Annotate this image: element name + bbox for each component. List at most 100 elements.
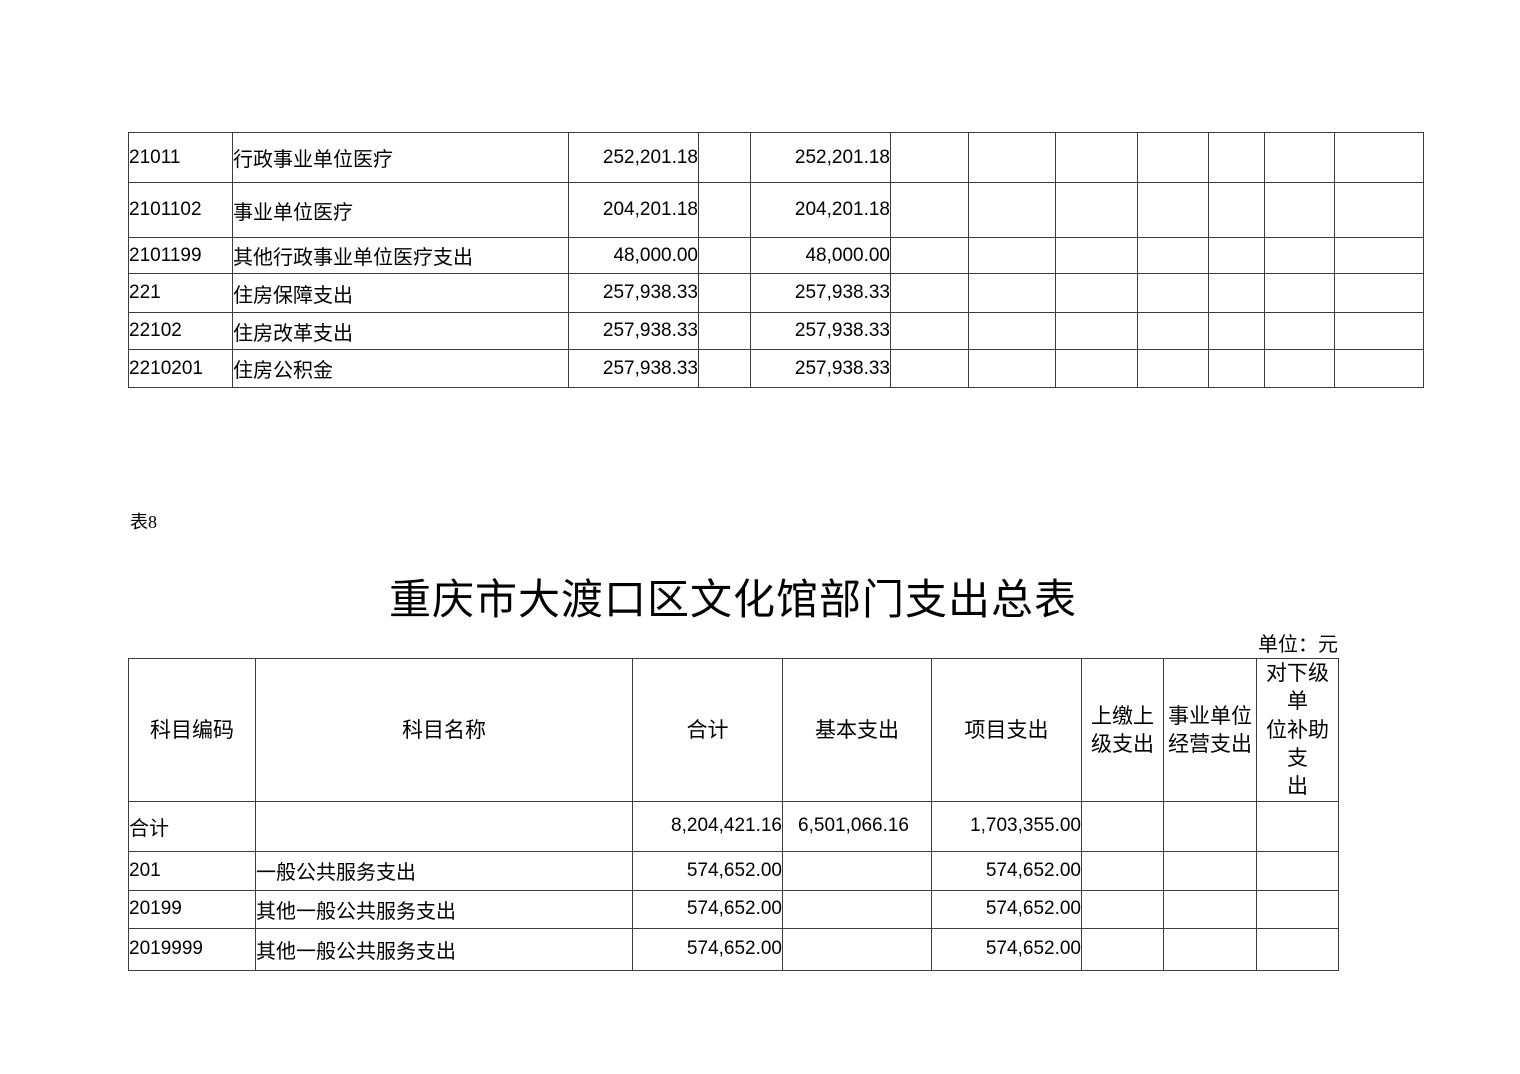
name-cell: 一般公共服务支出 (255, 850, 633, 891)
expenditure-continuation-table: 21011 行政事业单位医疗 252,201.18 252,201.18 210… (128, 132, 1424, 388)
empty-cell (1264, 349, 1335, 388)
empty-cell (1256, 850, 1339, 891)
header-basic: 基本支出 (782, 658, 932, 802)
empty-cell (1264, 273, 1335, 313)
empty-cell (968, 182, 1056, 238)
project-cell: 1,703,355.00 (931, 800, 1082, 852)
amount-cell: 252,201.18 (568, 132, 699, 183)
total-cell: 574,652.00 (632, 927, 783, 971)
code-cell: 201 (128, 850, 256, 891)
empty-cell (1163, 889, 1257, 929)
page-title: 重庆市大渡口区文化馆部门支出总表 (388, 578, 1077, 624)
empty-cell (890, 349, 969, 388)
empty-cell (1055, 182, 1138, 238)
empty-cell (1334, 349, 1424, 388)
empty-cell (1264, 132, 1335, 183)
amount-cell: 257,938.33 (568, 349, 699, 388)
empty-cell (890, 312, 969, 350)
total-cell: 574,652.00 (632, 889, 783, 929)
name-cell: 其他行政事业单位医疗支出 (232, 237, 569, 274)
code-cell: 2101199 (128, 237, 233, 274)
empty-cell (1137, 273, 1209, 313)
code-cell: 2019999 (128, 927, 256, 971)
empty-cell (890, 132, 969, 183)
empty-cell (1163, 850, 1257, 891)
project-cell: 574,652.00 (931, 889, 1082, 929)
empty-cell (890, 182, 969, 238)
header-total: 合计 (632, 658, 783, 802)
table-row: 221 住房保障支出 257,938.33 257,938.33 (128, 273, 1424, 313)
table-row: 2101102 事业单位医疗 204,201.18 204,201.18 (128, 182, 1424, 238)
code-cell: 20199 (128, 889, 256, 929)
amount-cell: 204,201.18 (750, 182, 891, 238)
basic-cell (782, 889, 932, 929)
empty-cell (890, 273, 969, 313)
table-row: 21011 行政事业单位医疗 252,201.18 252,201.18 (128, 132, 1424, 183)
empty-cell (1256, 889, 1339, 929)
table-number-label: 表8 (130, 512, 157, 532)
empty-cell (1208, 312, 1265, 350)
amount-cell: 257,938.33 (568, 312, 699, 350)
unit-label: 单位：元 (1258, 634, 1338, 656)
header-name: 科目名称 (255, 658, 633, 802)
empty-cell (1208, 132, 1265, 183)
empty-cell (1264, 237, 1335, 274)
basic-cell (782, 850, 932, 891)
empty-cell (698, 273, 751, 313)
name-cell: 住房保障支出 (232, 273, 569, 313)
amount-cell: 257,938.33 (750, 312, 891, 350)
name-cell: 住房公积金 (232, 349, 569, 388)
name-cell: 其他一般公共服务支出 (255, 927, 633, 971)
code-cell: 合计 (128, 800, 256, 852)
name-cell: 其他一般公共服务支出 (255, 889, 633, 929)
code-cell: 21011 (128, 132, 233, 183)
empty-cell (1137, 237, 1209, 274)
basic-cell (782, 927, 932, 971)
empty-cell (1208, 349, 1265, 388)
empty-cell (968, 312, 1056, 350)
amount-cell: 48,000.00 (750, 237, 891, 274)
empty-cell (1055, 349, 1138, 388)
empty-cell (1334, 132, 1424, 183)
expenditure-summary-table: 科目编码 科目名称 合计 基本支出 项目支出 上缴上 级支出 事业单位 经营支出… (128, 658, 1339, 971)
empty-cell (1081, 800, 1164, 852)
empty-cell (1264, 182, 1335, 238)
table-row: 2210201 住房公积金 257,938.33 257,938.33 (128, 349, 1424, 388)
table-row: 合计 8,204,421.16 6,501,066.16 1,703,355.0… (128, 800, 1339, 852)
empty-cell (1081, 850, 1164, 891)
empty-cell (1208, 182, 1265, 238)
table-row: 20199 其他一般公共服务支出 574,652.00 574,652.00 (128, 889, 1339, 929)
header-to-higher: 上缴上 级支出 (1081, 658, 1164, 802)
empty-cell (1256, 927, 1339, 971)
code-cell: 2210201 (128, 349, 233, 388)
empty-cell (1055, 132, 1138, 183)
project-cell: 574,652.00 (931, 850, 1082, 891)
empty-cell (1334, 237, 1424, 274)
empty-cell (1264, 312, 1335, 350)
empty-cell (1208, 273, 1265, 313)
total-cell: 8,204,421.16 (632, 800, 783, 852)
empty-cell (1055, 312, 1138, 350)
empty-cell (698, 132, 751, 183)
table-row: 2019999 其他一般公共服务支出 574,652.00 574,652.00 (128, 927, 1339, 971)
header-row: 科目编码 科目名称 合计 基本支出 项目支出 上缴上 级支出 事业单位 经营支出… (128, 658, 1339, 802)
amount-cell: 48,000.00 (568, 237, 699, 274)
empty-cell (1055, 237, 1138, 274)
table-row: 201 一般公共服务支出 574,652.00 574,652.00 (128, 850, 1339, 891)
empty-cell (1137, 349, 1209, 388)
name-cell: 行政事业单位医疗 (232, 132, 569, 183)
empty-cell (968, 237, 1056, 274)
empty-cell (1081, 927, 1164, 971)
code-cell: 221 (128, 273, 233, 313)
amount-cell: 257,938.33 (568, 273, 699, 313)
empty-cell (1256, 800, 1339, 852)
empty-cell (968, 349, 1056, 388)
amount-cell: 257,938.33 (750, 349, 891, 388)
empty-cell (698, 312, 751, 350)
empty-cell (968, 132, 1056, 183)
header-project: 项目支出 (931, 658, 1082, 802)
empty-cell (1163, 800, 1257, 852)
table-row: 2101199 其他行政事业单位医疗支出 48,000.00 48,000.00 (128, 237, 1424, 274)
name-cell: 事业单位医疗 (232, 182, 569, 238)
empty-cell (698, 349, 751, 388)
